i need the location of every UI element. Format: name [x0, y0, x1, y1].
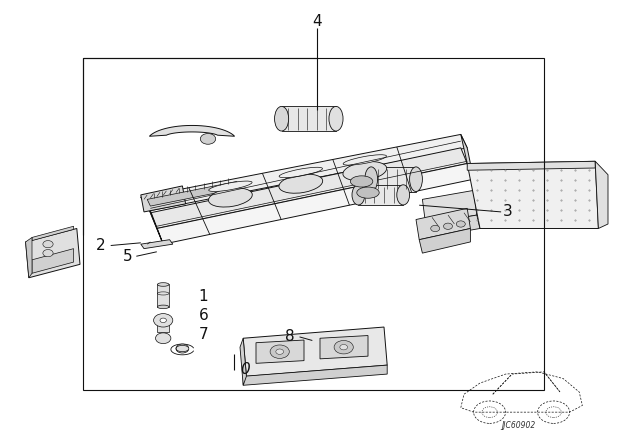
Polygon shape — [32, 249, 74, 273]
Polygon shape — [320, 336, 368, 359]
Ellipse shape — [157, 305, 169, 309]
Polygon shape — [419, 228, 470, 253]
Polygon shape — [358, 185, 403, 205]
Circle shape — [156, 333, 171, 344]
Text: 6: 6 — [198, 308, 208, 323]
Polygon shape — [426, 215, 480, 237]
Polygon shape — [371, 167, 416, 192]
Circle shape — [456, 221, 465, 227]
Text: 4: 4 — [312, 13, 322, 29]
Polygon shape — [461, 134, 474, 179]
Ellipse shape — [351, 176, 372, 187]
Text: 3: 3 — [502, 204, 512, 220]
Polygon shape — [157, 164, 474, 244]
Circle shape — [431, 225, 440, 232]
Circle shape — [200, 134, 216, 144]
Ellipse shape — [209, 181, 252, 191]
Polygon shape — [149, 125, 235, 136]
Polygon shape — [467, 161, 598, 228]
Polygon shape — [32, 226, 74, 241]
Ellipse shape — [343, 155, 387, 165]
Polygon shape — [141, 240, 173, 249]
Polygon shape — [157, 284, 169, 307]
Polygon shape — [26, 228, 80, 278]
Polygon shape — [416, 208, 470, 240]
Ellipse shape — [343, 162, 387, 181]
Circle shape — [154, 314, 173, 327]
Ellipse shape — [275, 107, 289, 131]
Polygon shape — [422, 190, 477, 224]
Circle shape — [176, 344, 189, 353]
Circle shape — [43, 241, 53, 248]
Circle shape — [270, 345, 289, 358]
Text: 1: 1 — [198, 289, 208, 304]
Ellipse shape — [352, 185, 365, 205]
Text: 8: 8 — [285, 329, 294, 345]
Polygon shape — [141, 197, 163, 244]
Polygon shape — [282, 106, 336, 131]
Text: 2: 2 — [96, 238, 106, 253]
Polygon shape — [243, 365, 387, 385]
Polygon shape — [141, 134, 467, 211]
Circle shape — [160, 318, 166, 323]
Ellipse shape — [397, 185, 410, 205]
Ellipse shape — [329, 107, 343, 131]
Ellipse shape — [279, 174, 323, 193]
Text: 0: 0 — [240, 362, 250, 377]
Ellipse shape — [209, 188, 252, 207]
Ellipse shape — [357, 187, 380, 198]
Ellipse shape — [365, 167, 378, 192]
Bar — [83, 58, 544, 390]
Polygon shape — [147, 181, 240, 206]
Text: 5: 5 — [123, 249, 132, 264]
Circle shape — [334, 340, 353, 354]
Polygon shape — [150, 148, 467, 228]
Polygon shape — [141, 186, 186, 212]
Circle shape — [276, 349, 284, 354]
Ellipse shape — [410, 167, 422, 192]
Ellipse shape — [157, 283, 169, 286]
Polygon shape — [240, 338, 246, 385]
Polygon shape — [157, 323, 169, 332]
Text: JJC60902: JJC60902 — [501, 421, 536, 430]
Polygon shape — [256, 340, 304, 363]
Polygon shape — [595, 161, 608, 228]
Polygon shape — [243, 327, 387, 376]
Circle shape — [340, 345, 348, 350]
Text: 7: 7 — [198, 327, 208, 342]
Polygon shape — [467, 161, 595, 170]
Circle shape — [444, 223, 452, 229]
Ellipse shape — [279, 167, 323, 178]
Circle shape — [43, 250, 53, 257]
Polygon shape — [26, 237, 32, 278]
